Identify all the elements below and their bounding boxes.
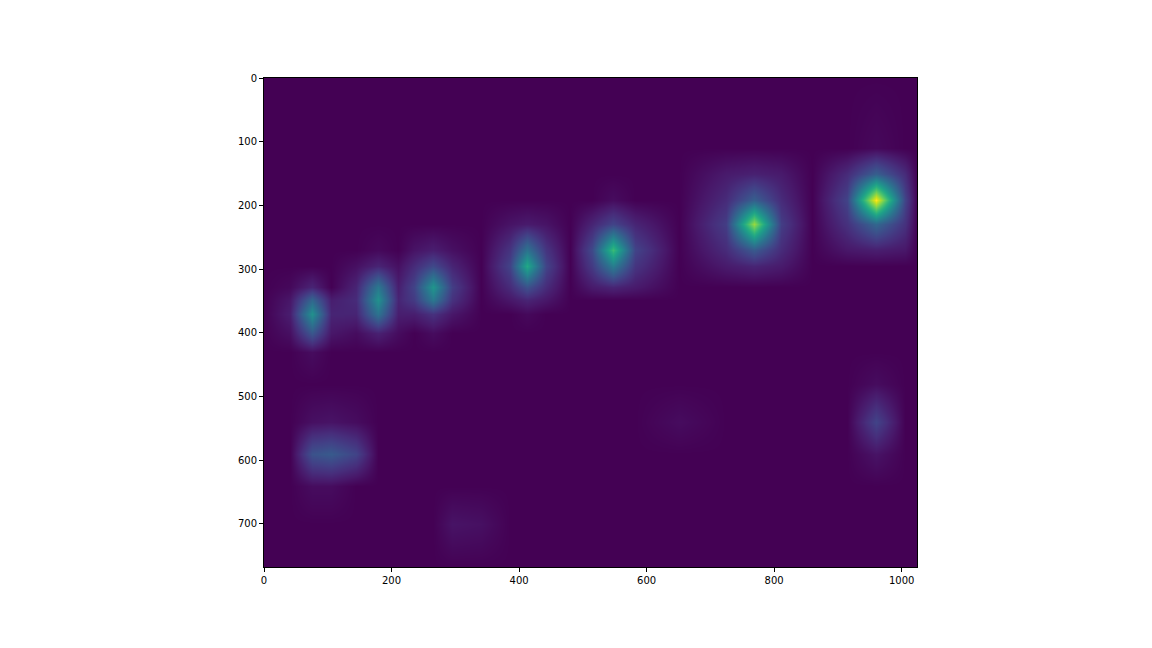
svg-text:500: 500 <box>238 391 257 402</box>
svg-text:0: 0 <box>251 73 257 84</box>
svg-text:0: 0 <box>261 575 267 586</box>
svg-text:600: 600 <box>637 575 656 586</box>
svg-text:800: 800 <box>765 575 784 586</box>
svg-text:600: 600 <box>238 455 257 466</box>
svg-text:100: 100 <box>238 136 257 147</box>
svg-text:200: 200 <box>238 200 257 211</box>
svg-text:400: 400 <box>238 327 257 338</box>
svg-text:300: 300 <box>238 264 257 275</box>
svg-text:400: 400 <box>510 575 529 586</box>
svg-text:1000: 1000 <box>889 575 914 586</box>
svg-text:700: 700 <box>238 518 257 529</box>
svg-text:200: 200 <box>382 575 401 586</box>
